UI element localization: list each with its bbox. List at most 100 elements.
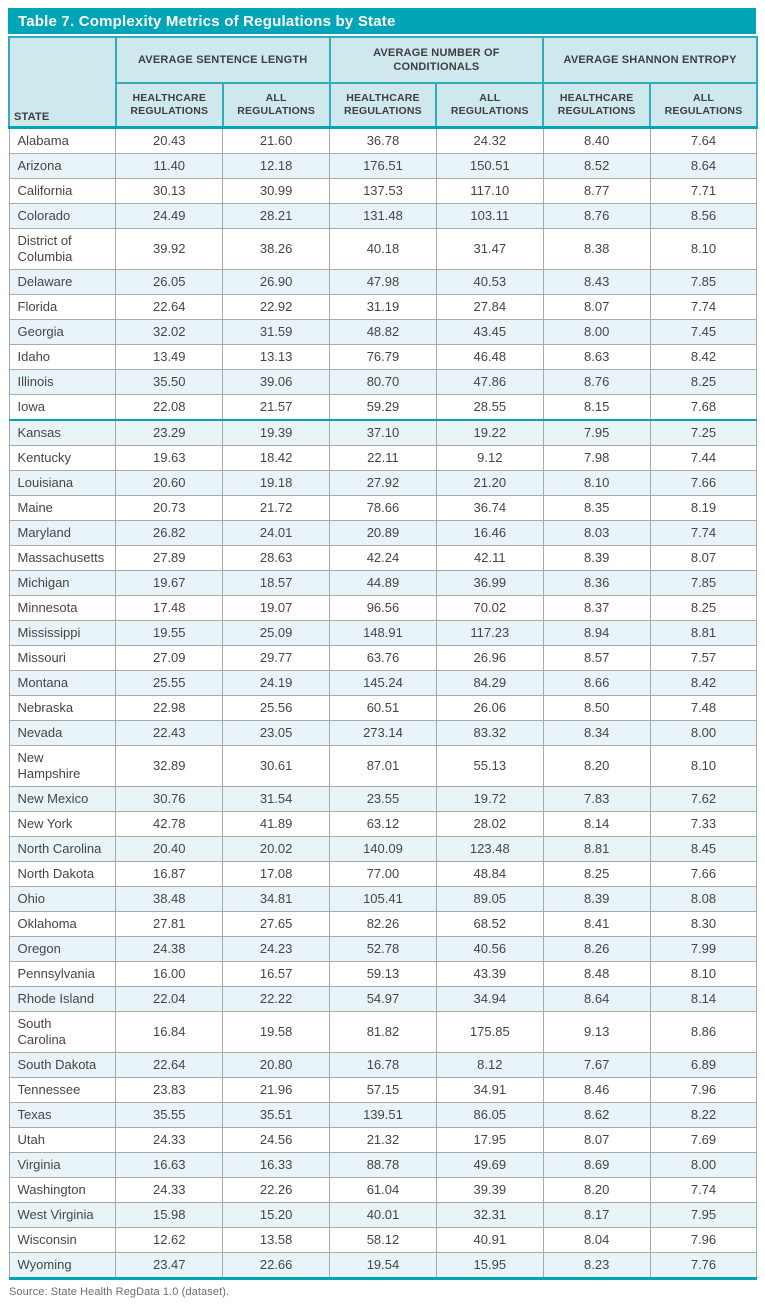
table-row: Idaho 13.49 13.13 76.79 46.48 8.63 8.42 — [8, 344, 758, 370]
value-cell: 38.48 — [115, 886, 224, 912]
state-cell: Maine — [8, 495, 117, 521]
value-cell: 8.56 — [649, 203, 758, 229]
value-cell: 8.14 — [542, 811, 651, 837]
value-cell: 22.11 — [329, 445, 437, 471]
value-cell: 22.92 — [222, 294, 331, 320]
value-cell: 49.69 — [435, 1152, 544, 1178]
table-row: South Dakota 22.64 20.80 16.78 8.12 7.67 6.89 — [8, 1052, 758, 1078]
value-cell: 8.10 — [649, 228, 758, 270]
source-note: Source: State Health RegData 1.0 (datase… — [9, 1286, 230, 1298]
table-row: Utah 24.33 24.56 21.32 17.95 8.07 7.69 — [8, 1127, 758, 1153]
value-cell: 70.02 — [435, 595, 544, 621]
state-cell: Arizona — [8, 153, 117, 179]
value-cell: 11.40 — [115, 153, 224, 179]
value-cell: 57.15 — [329, 1077, 437, 1103]
value-cell: 7.99 — [649, 936, 758, 962]
value-cell: 81.82 — [329, 1011, 437, 1053]
value-cell: 25.56 — [222, 695, 331, 721]
value-cell: 8.41 — [542, 911, 651, 937]
value-cell: 43.39 — [435, 961, 544, 987]
value-cell: 24.33 — [115, 1177, 224, 1203]
table-row: North Carolina 20.40 20.02 140.09 123.48 8.81… — [8, 836, 758, 862]
value-cell: 103.11 — [435, 203, 544, 229]
value-cell: 8.34 — [542, 720, 651, 746]
value-cell: 16.87 — [115, 861, 224, 887]
value-cell: 27.89 — [115, 545, 224, 571]
value-cell: 19.63 — [115, 445, 224, 471]
table-row: Nebraska 22.98 25.56 60.51 26.06 8.50 7.48 — [8, 695, 758, 721]
value-cell: 24.01 — [222, 520, 331, 546]
value-cell: 20.73 — [115, 495, 224, 521]
value-cell: 8.00 — [649, 720, 758, 746]
value-cell: 8.08 — [649, 886, 758, 912]
sub-header-row: HEALTHCARE REGULATIONS ALL REGULATIONS H… — [9, 82, 758, 129]
state-cell: Missouri — [8, 645, 117, 671]
value-cell: 8.10 — [649, 961, 758, 987]
value-cell: 16.46 — [435, 520, 544, 546]
value-cell: 7.74 — [649, 520, 758, 546]
state-cell: Minnesota — [8, 595, 117, 621]
value-cell: 8.39 — [542, 886, 651, 912]
value-cell: 8.00 — [649, 1152, 758, 1178]
value-cell: 19.55 — [115, 620, 224, 646]
state-cell: Washington — [8, 1177, 117, 1203]
value-cell: 8.38 — [542, 228, 651, 270]
value-cell: 13.58 — [222, 1227, 331, 1253]
value-cell: 9.12 — [435, 445, 544, 471]
value-cell: 23.55 — [329, 786, 437, 812]
value-cell: 148.91 — [329, 620, 437, 646]
value-cell: 30.13 — [115, 178, 224, 204]
value-cell: 31.47 — [435, 228, 544, 270]
value-cell: 58.12 — [329, 1227, 437, 1253]
group-header-shannon-entropy: AVERAGE SHANNON ENTROPY — [542, 36, 758, 84]
table-row: West Virginia 15.98 15.20 40.01 32.31 8.17 7.9… — [8, 1202, 758, 1228]
value-cell: 8.14 — [649, 986, 758, 1012]
title-gap — [8, 34, 756, 36]
value-cell: 19.22 — [435, 419, 544, 446]
value-cell: 8.39 — [542, 545, 651, 571]
value-cell: 150.51 — [435, 153, 544, 179]
value-cell: 22.08 — [115, 394, 224, 421]
value-cell: 68.52 — [435, 911, 544, 937]
table-row: Washington 24.33 22.26 61.04 39.39 8.20 7.74 — [8, 1177, 758, 1203]
value-cell: 31.19 — [329, 294, 437, 320]
group-header-conditionals: AVERAGE NUMBER OF CONDITIONALS — [328, 36, 545, 84]
value-cell: 8.30 — [649, 911, 758, 937]
table-row: New Mexico 30.76 31.54 23.55 19.72 7.83 7.62 — [8, 786, 758, 812]
table-row: Oregon 24.38 24.23 52.78 40.56 8.26 7.99 — [8, 936, 758, 962]
table-row: California 30.13 30.99 137.53 117.10 8.77 7.71 — [8, 178, 758, 204]
value-cell: 123.48 — [435, 836, 544, 862]
state-cell: Oregon — [8, 936, 117, 962]
table-row: New Hampshire 32.89 30.61 87.01 55.13 8.20 8.1… — [8, 745, 758, 787]
table-row: Rhode Island 22.04 22.22 54.97 34.94 8.64 8.14 — [8, 986, 758, 1012]
value-cell: 24.33 — [115, 1127, 224, 1153]
value-cell: 36.99 — [435, 570, 544, 596]
value-cell: 96.56 — [329, 595, 437, 621]
value-cell: 8.45 — [649, 836, 758, 862]
table-row: Louisiana 20.60 19.18 27.92 21.20 8.10 7.66 — [8, 470, 758, 496]
value-cell: 54.97 — [329, 986, 437, 1012]
table-title: Table 7. Complexity Metrics of Regulatio… — [8, 8, 756, 34]
value-cell: 26.90 — [222, 269, 331, 295]
table-row: Florida 22.64 22.92 31.19 27.84 8.07 7.74 — [8, 294, 758, 320]
value-cell: 27.09 — [115, 645, 224, 671]
value-cell: 8.94 — [542, 620, 651, 646]
table-row: South Carolina 16.84 19.58 81.82 175.85 9.13 8… — [8, 1011, 758, 1053]
value-cell: 20.80 — [222, 1052, 331, 1078]
value-cell: 42.78 — [115, 811, 224, 837]
value-cell: 16.63 — [115, 1152, 224, 1178]
value-cell: 24.56 — [222, 1127, 331, 1153]
value-cell: 7.33 — [649, 811, 758, 837]
value-cell: 7.83 — [542, 786, 651, 812]
value-cell: 8.17 — [542, 1202, 651, 1228]
value-cell: 8.42 — [649, 670, 758, 696]
value-cell: 7.95 — [649, 1202, 758, 1228]
value-cell: 8.76 — [542, 203, 651, 229]
value-cell: 8.26 — [542, 936, 651, 962]
value-cell: 42.11 — [435, 545, 544, 571]
table-row: Delaware 26.05 26.90 47.98 40.53 8.43 7.85 — [8, 269, 758, 295]
value-cell: 87.01 — [329, 745, 437, 787]
table-row: Massachusetts 27.89 28.63 42.24 42.11 8.39 8.0… — [8, 545, 758, 571]
value-cell: 8.10 — [542, 470, 651, 496]
table-row: Missouri 27.09 29.77 63.76 26.96 8.57 7.57 — [8, 645, 758, 671]
